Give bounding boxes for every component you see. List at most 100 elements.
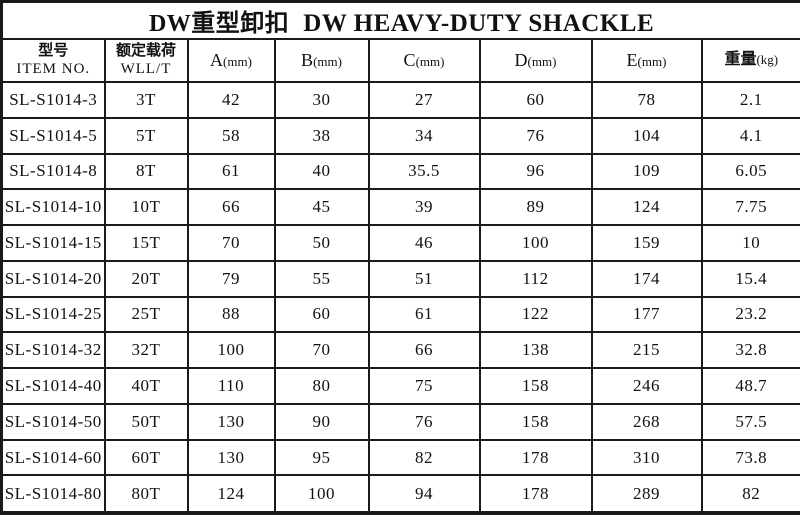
value-cell: 130 bbox=[186, 402, 276, 441]
value-cell: 32T bbox=[103, 331, 189, 370]
value-cell: 76 bbox=[478, 116, 593, 155]
value-cell: 15T bbox=[103, 224, 189, 262]
header-b-letter: B bbox=[301, 49, 314, 70]
value-cell: 138 bbox=[478, 331, 593, 370]
value-cell: 310 bbox=[590, 438, 703, 477]
value-cell: 42 bbox=[186, 81, 276, 119]
header-a-unit: (mm) bbox=[223, 53, 252, 69]
value-cell: 61 bbox=[367, 295, 481, 334]
header-item-no-en: ITEM NO. bbox=[16, 60, 91, 77]
item-no-cell: SL-S1014-8 bbox=[0, 152, 106, 191]
table-row: SL-S1014-20 20T 79 55 51 112 174 15.4 bbox=[0, 259, 800, 298]
value-cell: 246 bbox=[590, 367, 703, 405]
value-cell: 158 bbox=[478, 367, 593, 405]
item-no-cell: SL-S1014-60 bbox=[0, 438, 106, 477]
value-cell: 10 bbox=[700, 224, 800, 262]
table-row: SL-S1014-80 80T 124 100 94 178 289 82 bbox=[0, 474, 800, 514]
value-cell: 48.7 bbox=[700, 367, 800, 405]
column-header-e: E(mm) bbox=[590, 38, 703, 83]
value-cell: 60T bbox=[103, 438, 189, 477]
value-cell: 35.5 bbox=[367, 152, 481, 191]
value-cell: 268 bbox=[590, 402, 703, 441]
value-cell: 32.8 bbox=[700, 331, 800, 370]
value-cell: 30 bbox=[273, 81, 370, 119]
header-row: 型号 ITEM NO. 额定载荷 WLL/T A(mm) B(mm) C(mm)… bbox=[0, 38, 800, 83]
value-cell: 61 bbox=[186, 152, 276, 191]
value-cell: 289 bbox=[590, 474, 703, 514]
table-row: SL-S1014-25 25T 88 60 61 122 177 23.2 bbox=[0, 295, 800, 334]
value-cell: 70 bbox=[273, 331, 370, 370]
header-d-unit: (mm) bbox=[527, 53, 557, 69]
value-cell: 112 bbox=[478, 259, 593, 298]
value-cell: 80T bbox=[103, 474, 189, 514]
value-cell: 96 bbox=[478, 152, 593, 191]
table-row: SL-S1014-10 10T 66 45 39 89 124 7.75 bbox=[0, 188, 800, 227]
value-cell: 122 bbox=[478, 295, 593, 334]
value-cell: 80 bbox=[273, 367, 370, 405]
value-cell: 55 bbox=[273, 259, 370, 298]
value-cell: 178 bbox=[478, 474, 593, 514]
value-cell: 10T bbox=[103, 188, 189, 227]
value-cell: 124 bbox=[186, 474, 276, 514]
value-cell: 34 bbox=[367, 116, 481, 155]
value-cell: 100 bbox=[186, 331, 276, 370]
table-row: SL-S1014-3 3T 42 30 27 60 78 2.1 bbox=[0, 81, 800, 119]
item-no-cell: SL-S1014-50 bbox=[0, 402, 106, 441]
column-header-a: A(mm) bbox=[186, 38, 276, 83]
item-no-cell: SL-S1014-32 bbox=[0, 331, 106, 370]
value-cell: 88 bbox=[186, 295, 276, 334]
value-cell: 25T bbox=[103, 295, 189, 334]
header-c-unit: (mm) bbox=[415, 53, 445, 69]
value-cell: 5T bbox=[103, 116, 189, 155]
table-row: SL-S1014-40 40T 110 80 75 158 246 48.7 bbox=[0, 367, 800, 405]
value-cell: 6.05 bbox=[700, 152, 800, 191]
item-no-cell: SL-S1014-3 bbox=[0, 81, 106, 119]
value-cell: 124 bbox=[590, 188, 703, 227]
page-title: DW重型卸扣 DW HEAVY-DUTY SHACKLE bbox=[0, 0, 800, 40]
value-cell: 3T bbox=[103, 81, 189, 119]
value-cell: 27 bbox=[367, 81, 481, 119]
value-cell: 89 bbox=[478, 188, 593, 227]
header-e-letter: E bbox=[626, 49, 638, 70]
value-cell: 100 bbox=[478, 224, 593, 262]
header-e-unit: (mm) bbox=[637, 53, 667, 69]
value-cell: 20T bbox=[103, 259, 189, 298]
value-cell: 104 bbox=[590, 116, 703, 155]
column-header-c: C(mm) bbox=[367, 38, 481, 83]
value-cell: 58 bbox=[186, 116, 276, 155]
value-cell: 66 bbox=[186, 188, 276, 227]
value-cell: 66 bbox=[367, 331, 481, 370]
value-cell: 57.5 bbox=[700, 402, 800, 441]
value-cell: 51 bbox=[367, 259, 481, 298]
value-cell: 82 bbox=[367, 438, 481, 477]
value-cell: 60 bbox=[273, 295, 370, 334]
title-english: DW HEAVY-DUTY SHACKLE bbox=[303, 10, 655, 37]
header-b-unit: (mm) bbox=[313, 53, 342, 69]
value-cell: 4.1 bbox=[700, 116, 800, 155]
title-chinese: DW重型卸扣 bbox=[148, 11, 290, 37]
value-cell: 110 bbox=[186, 367, 276, 405]
value-cell: 130 bbox=[186, 438, 276, 477]
value-cell: 73.8 bbox=[700, 438, 800, 477]
value-cell: 78 bbox=[590, 81, 703, 119]
header-a-letter: A bbox=[210, 49, 224, 70]
item-no-cell: SL-S1014-80 bbox=[0, 474, 106, 514]
value-cell: 38 bbox=[273, 116, 370, 155]
value-cell: 75 bbox=[367, 367, 481, 405]
value-cell: 50 bbox=[273, 224, 370, 262]
value-cell: 158 bbox=[478, 402, 593, 441]
column-header-b: B(mm) bbox=[273, 38, 370, 83]
value-cell: 79 bbox=[186, 259, 276, 298]
header-c-letter: C bbox=[403, 49, 416, 70]
table-row: SL-S1014-50 50T 130 90 76 158 268 57.5 bbox=[0, 402, 800, 441]
value-cell: 40T bbox=[103, 367, 189, 405]
header-weight-unit: (kg) bbox=[756, 52, 779, 68]
value-cell: 15.4 bbox=[700, 259, 800, 298]
value-cell: 109 bbox=[590, 152, 703, 191]
value-cell: 23.2 bbox=[700, 295, 800, 334]
column-header-wll: 额定载荷 WLL/T bbox=[103, 38, 189, 83]
value-cell: 177 bbox=[590, 295, 703, 334]
value-cell: 45 bbox=[273, 188, 370, 227]
item-no-cell: SL-S1014-25 bbox=[0, 295, 106, 334]
